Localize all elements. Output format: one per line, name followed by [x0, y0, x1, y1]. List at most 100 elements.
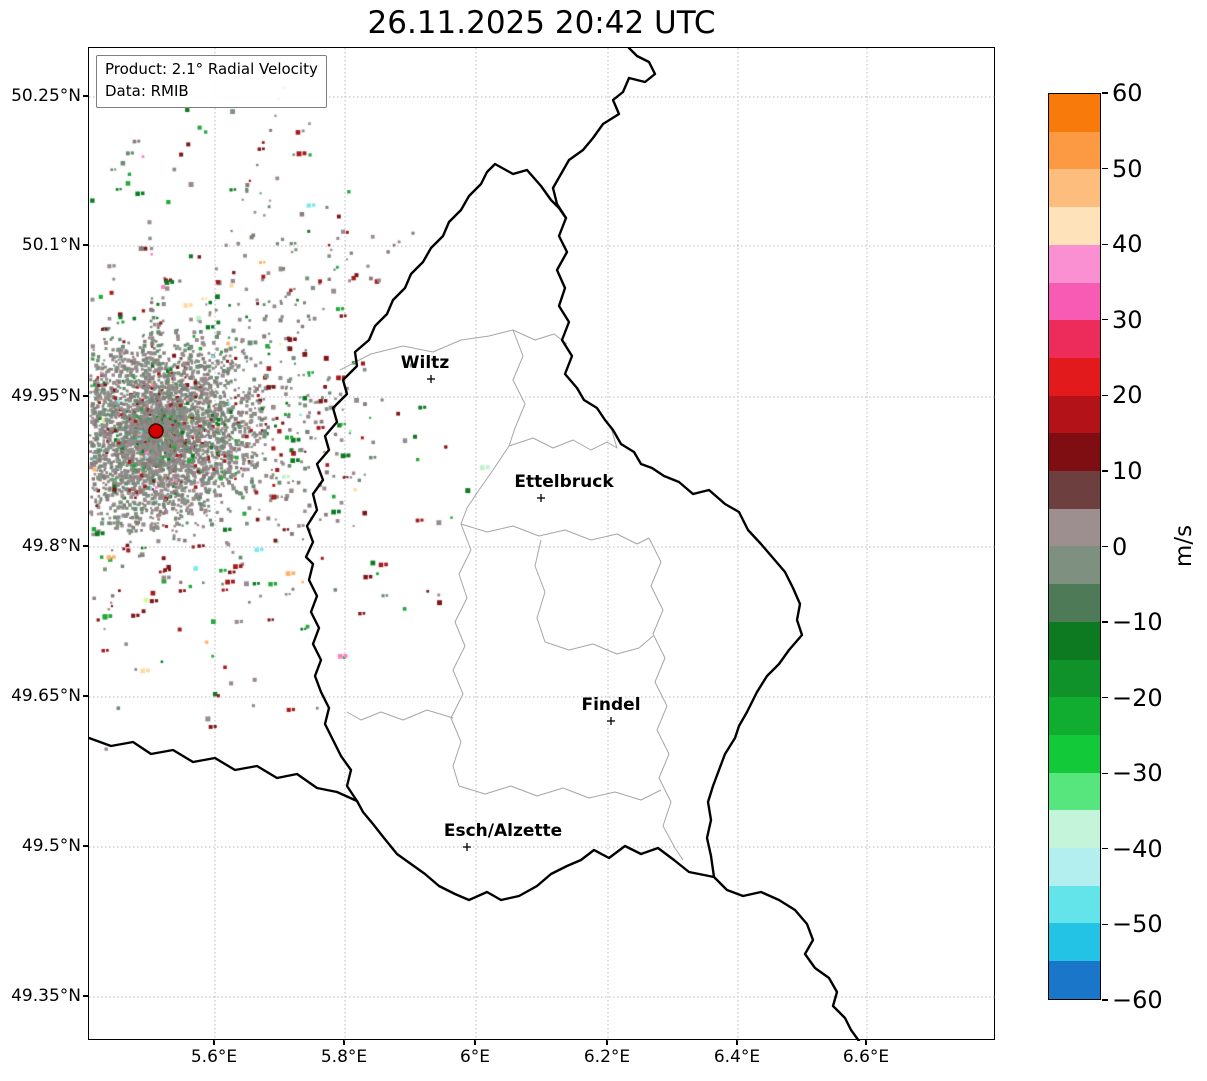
district-border — [460, 445, 510, 525]
lat-tick-label: 49.35°N — [11, 986, 81, 1006]
colorbar-tick-label: 40 — [1112, 230, 1143, 259]
product-info-box: Product: 2.1° Radial Velocity Data: RMIB — [96, 55, 327, 108]
colorbar-tick-mark — [1101, 243, 1108, 245]
colorbar-tick-mark — [1101, 394, 1108, 396]
colorbar-tick-mark — [1101, 621, 1108, 623]
map-layer — [89, 48, 861, 1041]
colorbar-tick-label: 30 — [1112, 305, 1143, 334]
lat-tick-mark — [83, 845, 88, 847]
colorbar-segment — [1049, 584, 1100, 622]
colorbar-segment — [1049, 697, 1100, 735]
colorbar-segment — [1049, 94, 1100, 132]
district-border — [544, 635, 654, 655]
colorbar-segment — [1049, 320, 1100, 358]
colorbar-tick-label: −60 — [1112, 986, 1163, 1014]
colorbar-tick-label: −20 — [1112, 683, 1163, 712]
lat-tick-label: 49.95°N — [11, 386, 81, 406]
colorbar-segment — [1049, 207, 1100, 245]
data-source-label: Data: RMIB — [105, 81, 189, 100]
colorbar-segment — [1049, 772, 1100, 811]
lat-tick-label: 49.8°N — [21, 536, 81, 556]
colorbar-segment — [1049, 885, 1100, 924]
colorbar-tick-mark — [1101, 545, 1108, 548]
colorbar-segment — [1049, 433, 1100, 472]
colorbar-tick-label: 50 — [1112, 154, 1143, 183]
lat-tick-mark — [83, 395, 88, 397]
lat-tick-mark — [83, 695, 88, 697]
lon-tick-label: 5.6°E — [190, 1047, 238, 1067]
lon-tick-mark — [736, 1040, 738, 1045]
city-label: Findel — [581, 695, 641, 715]
colorbar-tick-mark — [1101, 848, 1108, 850]
city-label: Wiltz — [400, 353, 450, 373]
colorbar-tick-mark — [1101, 772, 1108, 774]
colorbar-segment — [1049, 961, 1100, 999]
figure-title: 26.11.2025 20:42 UTC — [367, 5, 716, 41]
lon-tick-label: 5.8°E — [320, 1047, 368, 1067]
colorbar-segment — [1049, 923, 1100, 962]
colorbar-segment — [1049, 621, 1100, 660]
colorbar-tick-label: −50 — [1112, 910, 1163, 939]
district-border — [508, 427, 618, 451]
colorbar-tick-mark — [1101, 923, 1108, 925]
colorbar-tick-mark — [1101, 319, 1108, 321]
fr-be-border — [89, 736, 359, 803]
district-border — [339, 329, 568, 371]
lat-tick-label: 49.5°N — [21, 836, 81, 856]
lon-tick-label: 6°E — [459, 1047, 491, 1067]
lon-tick-mark — [213, 1040, 215, 1045]
district-border — [346, 709, 454, 721]
colorbar-segment — [1049, 471, 1100, 509]
radar-echo-canvas — [89, 48, 996, 1041]
colorbar-tick-mark — [1101, 92, 1108, 94]
colorbar-tick-mark — [1101, 167, 1108, 170]
product-label: Product: 2.1° Radial Velocity — [105, 60, 318, 78]
colorbar-segment — [1049, 546, 1100, 585]
colorbar-tick-mark — [1101, 697, 1108, 699]
lat-tick-mark — [83, 545, 88, 547]
lon-tick-mark — [606, 1040, 608, 1045]
colorbar-segment — [1049, 282, 1100, 321]
lon-tick-label: 6.4°E — [713, 1047, 761, 1067]
colorbar-segment — [1049, 848, 1100, 886]
colorbar-tick-label: 10 — [1112, 456, 1143, 485]
luxembourg-border — [304, 162, 804, 902]
colorbar-segment — [1049, 810, 1100, 849]
lat-tick-mark — [83, 244, 88, 246]
colorbar-tick-mark — [1101, 470, 1108, 472]
district-border — [450, 523, 472, 787]
colorbar-tick-label: −30 — [1112, 759, 1163, 788]
lon-tick-mark — [343, 1040, 345, 1045]
colorbar-segment — [1049, 734, 1100, 773]
colorbar-unit-label: m/s — [1171, 524, 1197, 568]
lon-tick-mark — [474, 1040, 476, 1045]
colorbar-tick-label: −40 — [1112, 834, 1163, 863]
lon-tick-label: 6.2°E — [583, 1047, 631, 1067]
city-label: Ettelbruck — [514, 472, 614, 492]
district-border — [534, 539, 546, 643]
colorbar-segment — [1049, 169, 1100, 208]
district-border — [648, 537, 684, 861]
city-label: Esch/Alzette — [443, 821, 563, 841]
lon-tick-label: 6.6°E — [842, 1047, 890, 1067]
colorbar-segment — [1049, 244, 1100, 283]
colorbar-tick-label: 60 — [1112, 79, 1143, 107]
lat-tick-label: 50.1°N — [21, 235, 81, 255]
district-border — [460, 523, 650, 545]
lat-tick-mark — [83, 995, 88, 997]
lat-tick-label: 49.65°N — [11, 686, 81, 706]
colorbar-tick-label: 0 — [1112, 532, 1128, 561]
colorbar-tick-label: −10 — [1112, 608, 1163, 637]
lon-tick-mark — [865, 1040, 867, 1045]
colorbar-tick-label: 20 — [1112, 381, 1143, 410]
lat-tick-mark — [83, 95, 88, 97]
district-border — [508, 329, 526, 447]
colorbar-tick-mark — [1101, 999, 1108, 1001]
colorbar-segment — [1049, 395, 1100, 434]
radar-site-dot — [148, 423, 164, 439]
fr-de-border — [712, 875, 861, 1041]
map-plot: Product: 2.1° Radial Velocity Data: RMIB… — [88, 47, 996, 1041]
colorbar-segment — [1049, 131, 1100, 170]
colorbar-segment — [1049, 659, 1100, 698]
